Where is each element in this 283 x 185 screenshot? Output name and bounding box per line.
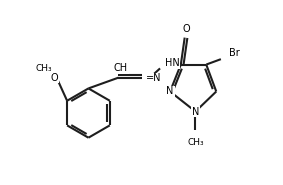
Text: HN: HN [165, 58, 179, 68]
Text: =N: =N [146, 73, 162, 83]
Text: CH: CH [114, 63, 128, 73]
Text: CH₃: CH₃ [187, 138, 204, 147]
Text: CH₃: CH₃ [35, 64, 52, 73]
Text: O: O [51, 73, 58, 83]
Text: O: O [183, 24, 190, 34]
Text: N: N [192, 107, 199, 117]
Text: Br: Br [229, 48, 240, 58]
Text: N: N [166, 87, 174, 97]
